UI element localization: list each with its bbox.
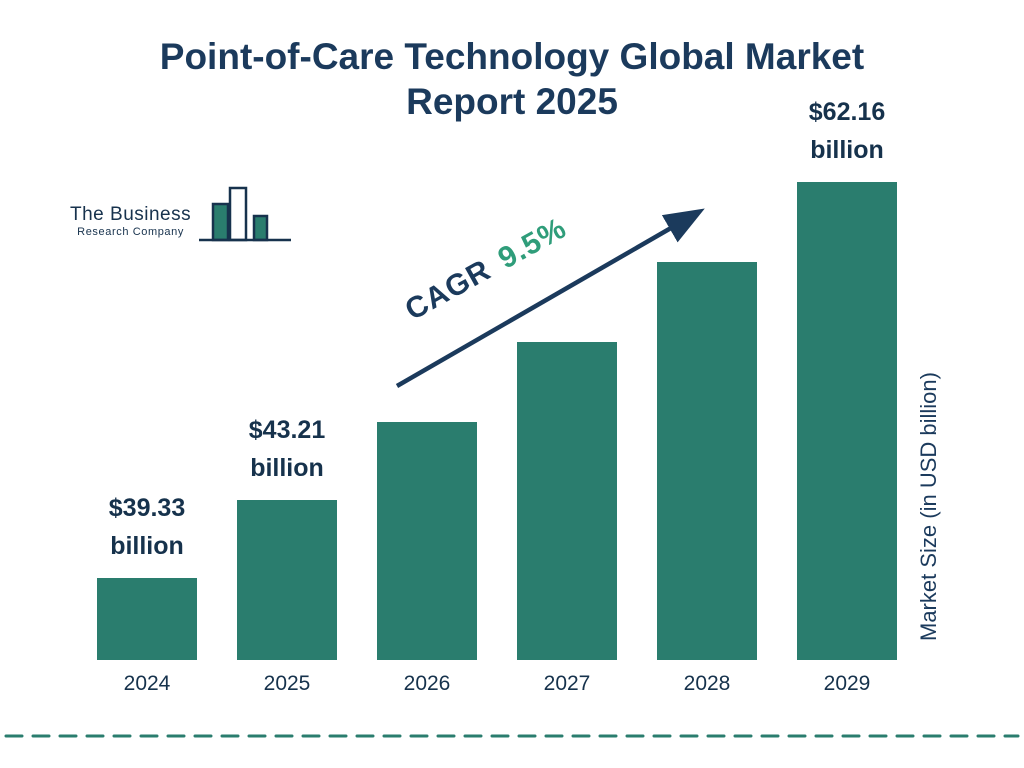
chart-title: Point-of-Care Technology Global Market R… [159,36,865,123]
bar-2027 [517,342,617,660]
value-unit: billion [250,454,324,483]
x-tick-2025: 2025 [263,672,311,695]
value-label-2029: $62.16 billion [777,93,917,171]
x-tick-2028: 2028 [683,672,731,695]
cagr-value: 9.5% [492,211,573,276]
bar-2029 [797,182,897,660]
cagr-label: CAGR9.5% [400,211,573,327]
value-unit: billion [110,532,184,561]
x-tick-2024: 2024 [123,672,171,695]
bar-2028 [657,262,757,660]
value-label-2024: $39.33 billion [77,489,217,567]
x-tick-2027: 2027 [543,672,591,695]
logo-text-line2: Research Company [77,226,184,238]
bar-2026 [377,422,477,660]
x-tick-2026: 2026 [403,672,451,695]
value-unit: billion [810,136,884,165]
value-amount: $43.21 [248,415,326,444]
value-amount: $62.16 [808,97,886,126]
x-tick-2029: 2029 [823,672,871,695]
company-logo: The Business Research Company [70,182,294,248]
value-label-2025: $43.21 billion [217,411,357,489]
value-amount: $39.33 [108,493,186,522]
y-axis-label: Market Size (in USD billion) [916,372,941,642]
bar-2024 [97,578,197,660]
cagr-prefix: CAGR [399,253,497,327]
logo-bars-icon [199,186,292,242]
logo-text: The Business Research Company [70,204,191,248]
title-wrap: Point-of-Care Technology Global Market R… [0,34,1024,124]
bar-2025 [237,500,337,660]
logo-text-line1: The Business [70,204,192,225]
